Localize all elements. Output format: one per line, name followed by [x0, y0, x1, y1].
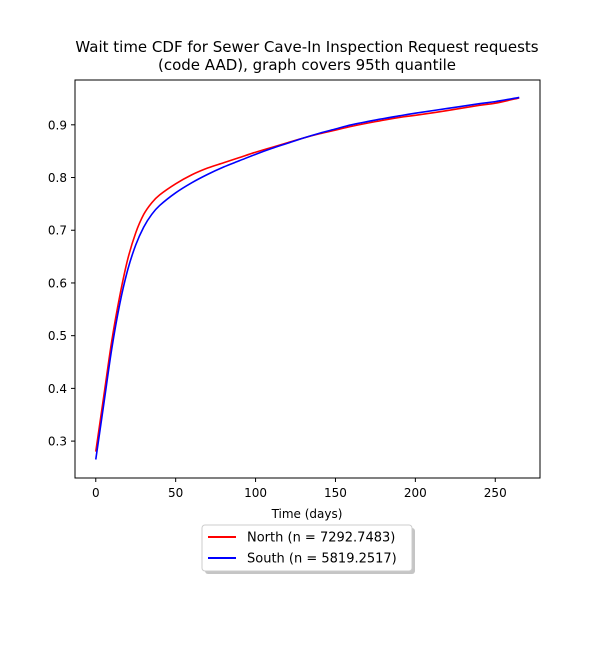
x-tick-label: 50	[168, 486, 183, 500]
y-tick-label: 0.4	[48, 382, 67, 396]
chart-title-line-2: (code AAD), graph covers 95th quantile	[158, 56, 456, 74]
y-tick-label: 0.9	[48, 118, 67, 132]
x-tick-label: 250	[484, 486, 507, 500]
y-tick-label: 0.8	[48, 171, 67, 185]
y-tick-label: 0.7	[48, 224, 67, 238]
x-tick-label: 100	[244, 486, 267, 500]
chart-title-line-1: Wait time CDF for Sewer Cave-In Inspecti…	[75, 38, 538, 56]
legend-label-south: South (n = 5819.2517)	[247, 552, 397, 567]
x-tick-label: 150	[324, 486, 347, 500]
x-tick-label: 0	[92, 486, 100, 500]
y-tick-label: 0.6	[48, 276, 67, 290]
y-tick-label: 0.3	[48, 435, 67, 449]
x-axis: 0 50 100 150 200 250	[92, 478, 507, 500]
plot-area	[74, 79, 541, 479]
axes-frame	[74, 79, 541, 479]
x-axis-label: Time (days)	[271, 507, 343, 521]
series-line-north	[94, 97, 520, 452]
legend: North (n = 7292.7483) South (n = 5819.25…	[201, 524, 415, 574]
y-axis: 0.3 0.4 0.5 0.6 0.7 0.8 0.9	[48, 118, 75, 449]
y-tick-label: 0.5	[48, 329, 67, 343]
legend-box	[201, 524, 413, 572]
legend-label-north: North (n = 7292.7483)	[247, 531, 395, 546]
series-layer	[94, 96, 520, 460]
x-tick-label: 200	[404, 486, 427, 500]
series-line-south	[94, 96, 520, 460]
